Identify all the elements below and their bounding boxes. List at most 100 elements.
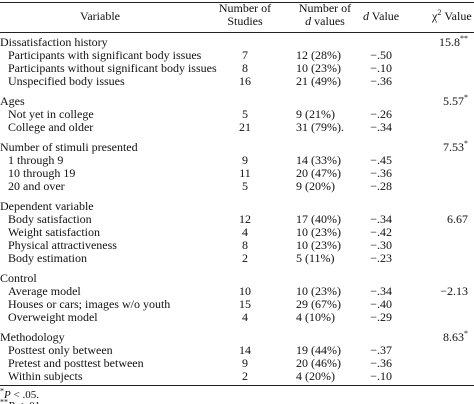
- row-label: 1 through 9: [8, 153, 64, 167]
- studies: 9: [242, 153, 248, 167]
- studies: 4: [242, 310, 248, 324]
- studies: 2: [242, 251, 248, 265]
- d-value: −.45: [370, 153, 392, 167]
- footnote-mark: *: [0, 386, 4, 396]
- footnote-mark: **: [0, 397, 8, 404]
- footnote: *P < .05.: [0, 386, 39, 402]
- significance-mark: *: [464, 329, 468, 338]
- d-values: 9 (20%): [296, 179, 335, 193]
- footnote-symbol: P: [4, 389, 11, 401]
- top-rule: [0, 2, 474, 3]
- row-label: Average model: [8, 284, 81, 298]
- footnote-text: < .01.: [15, 400, 42, 404]
- studies: 4: [242, 225, 248, 239]
- row-label: Participants with significant body issue…: [8, 48, 202, 62]
- d-values: 20 (46%): [296, 356, 341, 370]
- chi-number: 8.63: [443, 330, 464, 344]
- footnote-text: < .05.: [10, 389, 39, 401]
- d-value: −.37: [370, 343, 392, 357]
- header-studies: Number of Studies: [205, 2, 285, 28]
- header-rule: [0, 32, 474, 33]
- d-value: −.36: [370, 74, 392, 88]
- chi-number: 5.57: [443, 94, 464, 108]
- d-values: 20 (47%): [296, 166, 341, 180]
- d-values: 21 (49%): [296, 74, 341, 88]
- d-values: 10 (23%): [296, 238, 341, 252]
- row-label: Weight satisfaction: [8, 225, 101, 239]
- row-label: Houses or cars; images w/o youth: [8, 297, 171, 311]
- d-value: −.26: [370, 107, 392, 121]
- header-text: d: [363, 9, 369, 23]
- chi-number: 7.53: [443, 140, 464, 154]
- d-value: −.36: [370, 356, 392, 370]
- studies: 14: [239, 343, 251, 357]
- bottom-rule: [0, 385, 474, 386]
- significance-mark: *: [464, 139, 468, 148]
- d-value: −.29: [370, 310, 392, 324]
- header-variable: Variable: [80, 9, 120, 23]
- studies: 15: [239, 297, 251, 311]
- d-values: 4 (10%): [296, 310, 335, 324]
- significance-mark: *: [464, 93, 468, 102]
- chi-value: 6.67: [447, 213, 468, 226]
- studies: 7: [242, 48, 248, 62]
- d-values: 19 (44%): [296, 343, 341, 357]
- d-values: 5 (11%): [296, 251, 335, 265]
- row-label: Within subjects: [8, 369, 83, 383]
- header-text: Number of: [218, 1, 272, 15]
- row-label: 20 and over: [8, 179, 65, 193]
- header-text: d: [305, 14, 312, 28]
- group-label: Dependent variable: [0, 199, 94, 213]
- group-label: Ages: [0, 94, 25, 108]
- d-values: 31 (79%).: [296, 120, 344, 134]
- d-values: 29 (67%): [296, 297, 341, 311]
- chi-value: −2.13: [440, 285, 468, 298]
- d-value: −.10: [370, 369, 392, 383]
- row-label: Overweight model: [8, 310, 98, 324]
- d-value: −.50: [370, 48, 392, 62]
- header-dvalue: d Value: [363, 10, 399, 23]
- header-chi: χ2 Value: [432, 8, 472, 23]
- group-label: Number of stimuli presented: [0, 140, 138, 154]
- studies: 12: [239, 212, 251, 226]
- header-text: values: [311, 14, 345, 28]
- d-values: 10 (23%): [296, 284, 341, 298]
- header-text: χ: [432, 9, 438, 23]
- group-label: Methodology: [0, 330, 65, 344]
- chi-number: 15.8: [439, 35, 460, 49]
- header-text: Value: [441, 9, 472, 23]
- d-values: 14 (33%): [296, 153, 341, 167]
- d-value: −.23: [370, 251, 392, 265]
- d-values: 9 (21%): [296, 107, 335, 121]
- header-text: 2: [437, 8, 442, 17]
- studies: 9: [242, 356, 248, 370]
- studies: 5: [242, 179, 248, 193]
- row-label: Body estimation: [8, 251, 87, 265]
- chi-value: 5.57*: [443, 93, 468, 108]
- row-label: Not yet in college: [8, 107, 94, 121]
- d-values: 12 (28%): [296, 48, 341, 62]
- studies: 16: [239, 74, 251, 88]
- header-text: Studies: [227, 14, 263, 28]
- studies: 10: [239, 284, 251, 298]
- d-value: −.34: [370, 212, 392, 226]
- row-label: 10 through 19: [8, 166, 76, 180]
- d-value: −.40: [370, 297, 392, 311]
- footnote-symbol: P: [8, 400, 15, 404]
- row-label: Participants without significant body is…: [8, 61, 217, 75]
- d-values: 10 (23%): [296, 61, 341, 75]
- studies: 21: [239, 120, 251, 134]
- row-label: Body satisfaction: [8, 212, 92, 226]
- row-label: Unspecified body issues: [8, 74, 125, 88]
- d-value: −.36: [370, 166, 392, 180]
- chi-value: 7.53*: [443, 139, 468, 154]
- studies: 11: [239, 166, 251, 180]
- d-values: 10 (23%): [296, 225, 341, 239]
- d-value: −.34: [370, 120, 392, 134]
- row-label: Posttest only between: [8, 343, 113, 357]
- group-label: Control: [0, 271, 37, 285]
- chi-value: 15.8**: [439, 35, 468, 49]
- row-label: Physical attractiveness: [8, 238, 117, 252]
- studies: 5: [242, 107, 248, 121]
